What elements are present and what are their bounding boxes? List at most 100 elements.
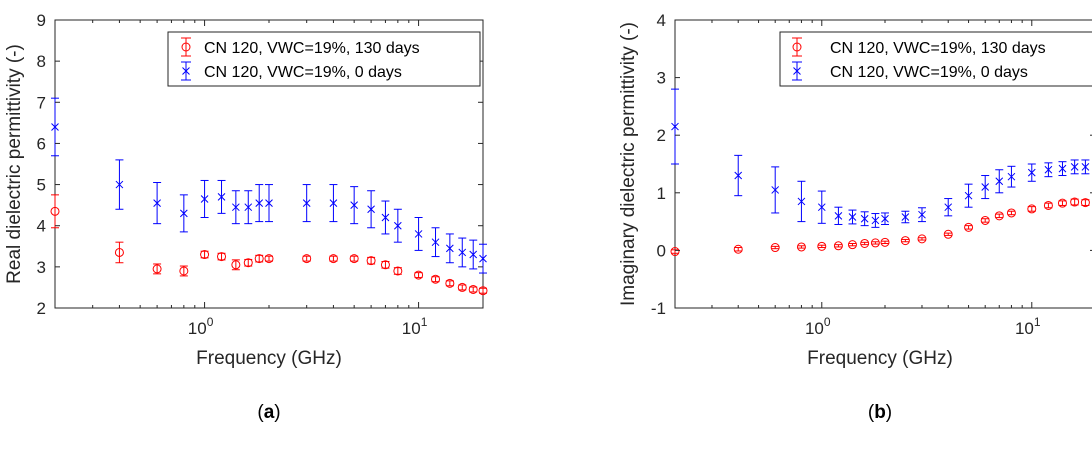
series-130-days [670, 197, 1090, 257]
panel-label-b: (b) [868, 402, 892, 423]
data-point-circle [50, 206, 60, 216]
data-point-x [871, 216, 880, 225]
data-point-circle [1043, 200, 1053, 210]
data-point-x [231, 203, 240, 212]
series-0-days [51, 97, 487, 274]
data-point-x [217, 193, 226, 201]
data-point-circle [380, 260, 390, 270]
legend: CN 120, VWC=19%, 130 days CN 120, VWC=19… [167, 31, 481, 87]
y-tick-label: 1 [657, 184, 666, 203]
data-point-x [153, 199, 161, 207]
data-point-circle [980, 215, 990, 225]
data-point-circle [1057, 198, 1067, 208]
data-point-circle [254, 254, 264, 264]
data-point-x [817, 203, 826, 212]
legend-label-130-days: CN 120, VWC=19%, 130 days [204, 40, 420, 57]
y-tick-label: -1 [651, 299, 666, 318]
y-axis-title: Imaginary dielectric permittivity (-) [618, 22, 639, 306]
data-point-x [734, 171, 743, 180]
y-axis-title: Real dielectric permittivity (-) [4, 44, 25, 284]
data-point-x [367, 205, 375, 214]
series-0-days [671, 88, 1090, 228]
data-point-circle [1070, 197, 1080, 207]
data-point-x [469, 250, 478, 259]
series-marks [50, 97, 488, 296]
legend-x-marker [182, 67, 190, 75]
y-tick-label: 7 [37, 93, 46, 112]
y-tick-label: 5 [37, 176, 46, 195]
data-point-x [265, 199, 273, 207]
data-point-circle [243, 258, 253, 268]
data-point-x [445, 244, 454, 253]
data-point-x [797, 197, 806, 206]
x-tick-label: 101 [402, 315, 428, 338]
data-point-x [1044, 165, 1053, 174]
x-axis-ticks: 100 101 [674, 20, 1041, 338]
data-point-x [179, 209, 188, 218]
data-point-x [834, 211, 843, 220]
x-axis-title: Frequency (GHz) [196, 348, 342, 369]
y-tick-label: 4 [37, 217, 46, 236]
data-point-x [671, 122, 679, 131]
legend-label-0-days: CN 120, VWC=19%, 0 days [830, 64, 1028, 81]
data-point-x [964, 191, 973, 200]
legend-label-0-days: CN 120, VWC=19%, 0 days [204, 64, 402, 81]
y-axis-ticks: 2 3 4 5 6 7 8 9 [37, 11, 483, 318]
data-point-circle [670, 247, 680, 257]
data-point-circle [414, 270, 424, 280]
data-point-circle [366, 256, 376, 266]
y-axis-ticks: -1 0 1 2 3 4 [651, 11, 1092, 318]
series-130-days [50, 194, 488, 296]
legend-label-130-days: CN 120, VWC=19%, 130 days [830, 40, 1046, 57]
data-point-circle [179, 266, 189, 276]
data-point-x [995, 177, 1004, 186]
data-point-circle [468, 284, 478, 294]
data-point-circle [943, 229, 953, 239]
data-point-circle [860, 238, 870, 248]
data-point-circle [847, 240, 857, 250]
data-point-circle [445, 278, 455, 288]
data-point-circle [1006, 208, 1016, 218]
data-point-x [901, 213, 910, 221]
y-tick-label: 2 [657, 126, 666, 145]
data-point-circle [900, 236, 910, 246]
data-point-circle [431, 274, 441, 284]
data-point-x [51, 123, 59, 131]
x-tick-label: 100 [805, 315, 831, 338]
legend-box [167, 31, 481, 87]
data-point-x [200, 195, 209, 203]
data-point-x [918, 210, 926, 219]
data-point-x [479, 254, 487, 263]
y-tick-label: 2 [37, 299, 46, 318]
data-point-x [981, 183, 990, 191]
data-point-x [329, 199, 338, 207]
y-tick-label: 4 [657, 11, 666, 30]
data-point-x [881, 214, 889, 223]
data-point-x [414, 230, 423, 238]
panel-b: -1 0 1 2 3 4 100 101 Frequency (GHz) Imaginary… [618, 11, 1092, 423]
data-point-circle [349, 254, 359, 264]
data-point-circle [833, 241, 843, 251]
data-point-x [1027, 168, 1036, 177]
data-point-circle [880, 237, 890, 247]
data-point-circle [1080, 198, 1090, 208]
data-point-circle [796, 242, 806, 252]
y-tick-label: 6 [37, 134, 46, 153]
data-point-circle [217, 252, 227, 262]
panel-a: 2 3 4 5 6 7 8 9 100 101 Frequency (GHz) Real die… [4, 11, 488, 423]
y-tick-label: 3 [657, 69, 666, 88]
data-point-circle [231, 260, 241, 270]
x-axis-title: Frequency (GHz) [807, 348, 953, 369]
data-point-circle [917, 234, 927, 244]
data-point-circle [1027, 204, 1037, 214]
data-point-circle [770, 243, 780, 253]
data-point-circle [817, 241, 827, 251]
legend-box [779, 31, 1092, 87]
data-point-x [860, 214, 869, 223]
data-point-x [302, 199, 311, 207]
data-point-x [1007, 172, 1016, 181]
data-point-circle [264, 254, 274, 264]
data-point-x [944, 203, 953, 212]
data-point-x [1070, 163, 1079, 171]
